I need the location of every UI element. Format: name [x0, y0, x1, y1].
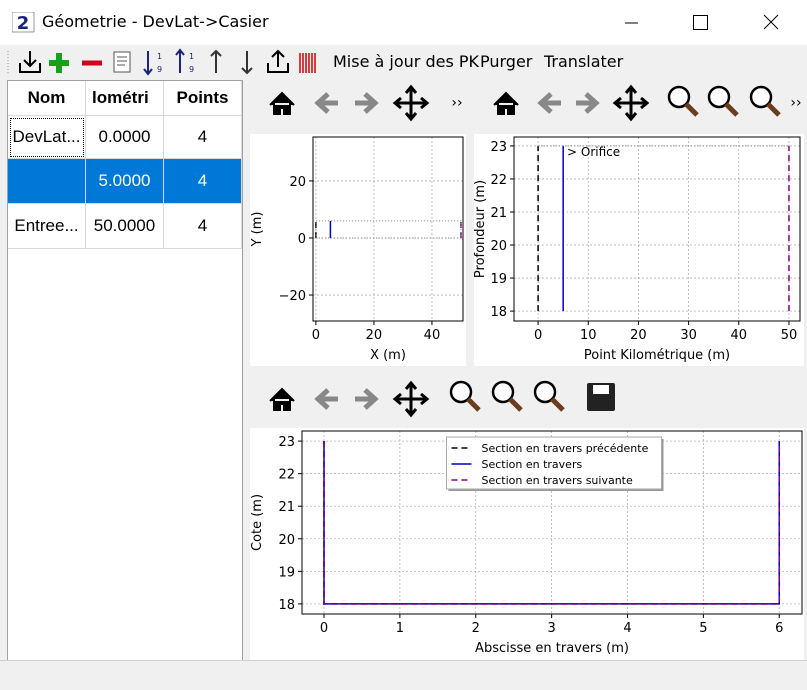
action-button[interactable]: Mise à jour des PK: [333, 52, 480, 71]
y-tick-label: 21: [490, 206, 507, 221]
window-controls[interactable]: [600, 0, 807, 45]
axes-frame: [312, 136, 464, 322]
figure: [474, 134, 804, 366]
x-tick-label: 5: [699, 621, 707, 636]
y-axis-label: Y (m): [250, 212, 265, 248]
x-tick-label: 50: [781, 328, 798, 343]
x-tick-label: 0: [320, 621, 328, 636]
nav-toolbar[interactable]: ›› ››: [269, 87, 802, 417]
x-tick-label: 2: [472, 621, 480, 636]
toolbar: 1 9 1 9 Mise à jour des PK Purger Translat…: [0, 45, 807, 79]
svg-text:9: 9: [189, 65, 194, 74]
legend-box: [446, 436, 662, 490]
legend-label: Section en travers précédente: [482, 442, 649, 455]
header-cell[interactable]: lométri: [86, 81, 164, 116]
x-axis-label: Abscisse en travers (m): [475, 641, 629, 656]
axes-frame: [513, 136, 801, 322]
y-tick-label: 18: [278, 598, 295, 613]
x-tick-label: 0: [534, 328, 542, 343]
x-tick-label: 6: [775, 621, 783, 636]
svg-text:9: 9: [157, 65, 162, 74]
series-line: [315, 220, 462, 239]
y-tick-label: 19: [278, 565, 295, 580]
y-axis-label: Cote (m): [250, 494, 265, 551]
annotation: > Orifice: [567, 145, 620, 159]
series-line: [323, 441, 780, 605]
axes-frame: [301, 430, 803, 615]
table-cell[interactable]: 4: [164, 116, 242, 159]
table-row[interactable]: Entree... 50.0000 4: [8, 204, 242, 249]
y-tick-label: 19: [490, 272, 507, 287]
x-tick-label: 30: [680, 328, 697, 343]
x-tick-label: 40: [731, 328, 748, 343]
x-axis-label: X (m): [370, 348, 406, 363]
table-cell[interactable]: 50.0000: [86, 204, 164, 249]
window-title: Géometrie - DevLat->Casier: [42, 12, 269, 31]
table-cell[interactable]: [8, 159, 86, 204]
x-axis-label: Point Kilométrique (m): [584, 348, 730, 363]
table-cell[interactable]: Entree...: [8, 204, 86, 249]
svg-text:1: 1: [189, 52, 194, 61]
svg-text:1: 1: [157, 52, 162, 61]
series-group: [537, 145, 790, 312]
svg-text:2: 2: [17, 13, 30, 34]
y-tick-label: 20: [278, 533, 295, 548]
x-tick-label: 40: [424, 328, 441, 343]
table-row[interactable]: DevLat... 0.0000 4: [8, 116, 242, 159]
figure: [250, 134, 466, 366]
table-cell[interactable]: 4: [164, 204, 242, 249]
table-row[interactable]: 5.0000 4: [8, 159, 242, 204]
title-bar: 2 Géometrie - DevLat->Casier: [0, 0, 807, 45]
x-tick-label: 4: [623, 621, 631, 636]
x-tick-label: 20: [630, 328, 647, 343]
table-cell[interactable]: 0.0000: [86, 116, 164, 159]
y-tick-label: 21: [278, 500, 295, 515]
series-group: [323, 441, 780, 605]
table-cell[interactable]: DevLat...: [8, 116, 86, 159]
legend-label: Section en travers suivante: [482, 474, 633, 487]
action-button[interactable]: Purger: [480, 52, 533, 71]
svg-text:››: ››: [790, 95, 801, 111]
table-header: Nom lométri Points: [8, 81, 242, 116]
table: Nom lométri Points DevLat... 0.0000 4 5.…: [7, 80, 243, 661]
table-cell[interactable]: 4: [164, 159, 242, 204]
y-tick-label: 0: [298, 232, 306, 247]
y-tick-label: −20: [279, 289, 306, 304]
toolbar-icons[interactable]: 1 9 1 9: [0, 45, 330, 79]
app-icon: 2: [12, 12, 35, 34]
status-bar: [0, 660, 807, 690]
y-tick-label: 23: [490, 140, 507, 155]
x-tick-label: 10: [580, 328, 597, 343]
x-tick-label: 20: [366, 328, 383, 343]
x-tick-label: 3: [547, 621, 555, 636]
y-tick-label: 22: [278, 468, 295, 483]
y-tick-label: 18: [490, 305, 507, 320]
svg-text:››: ››: [451, 95, 462, 111]
header-cell[interactable]: Points: [164, 81, 242, 116]
header-cell[interactable]: Nom: [8, 81, 86, 116]
series-group: [315, 220, 462, 239]
chart: 0 20 40 −20 0 20 X (m) Y (m): [250, 136, 464, 363]
y-axis-label: Profondeur (m): [473, 180, 488, 278]
y-tick-label: 22: [490, 173, 507, 188]
x-tick-label: 0: [312, 328, 320, 343]
table-cell[interactable]: 5.0000: [86, 159, 164, 204]
x-tick-label: 1: [396, 621, 404, 636]
chart: 0 10 20 30 40 50 18 19 20 21 22 23 Point Kilométriqu…: [473, 136, 801, 363]
legend-label: Section en travers: [482, 458, 583, 471]
y-tick-label: 20: [490, 239, 507, 254]
action-button[interactable]: Translater: [544, 52, 624, 71]
y-tick-label: 20: [289, 175, 306, 190]
y-tick-label: 23: [278, 435, 295, 450]
